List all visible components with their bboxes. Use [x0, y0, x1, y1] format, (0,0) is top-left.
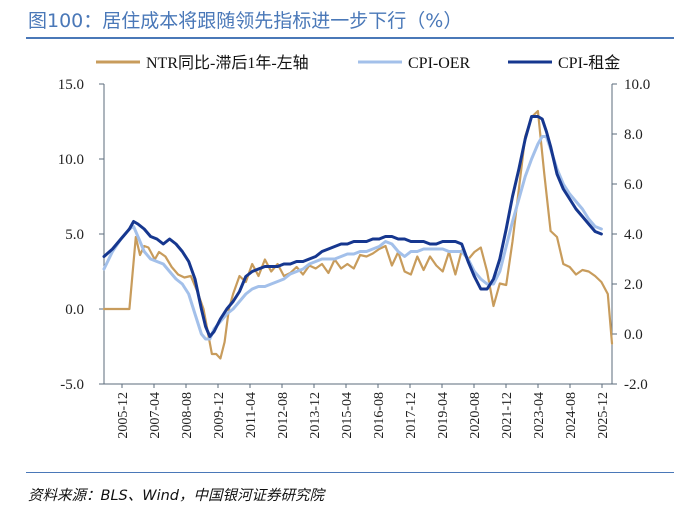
left-y-tick-label: 10.0 — [58, 152, 84, 168]
left-y-tick-label: -5.0 — [60, 377, 84, 393]
x-tick-label: 2008-08 — [180, 392, 195, 439]
legend-label-2: CPI-OER — [408, 55, 471, 72]
right-y-tick-label: 10.0 — [624, 77, 650, 93]
x-tick-label: 2020-08 — [468, 392, 483, 439]
title-divider — [26, 37, 674, 39]
x-tick-label: 2025-12 — [596, 392, 611, 439]
x-tick-label: 2021-12 — [500, 392, 515, 439]
x-tick-label: 2005-12 — [116, 392, 131, 439]
line-chart: -5.0 0.0 5.0 10.0 15.0 -2.0 0.0 2.0 4.0 6.0 8.0 10.… — [58, 54, 651, 439]
left-y-tick-label: 0.0 — [65, 302, 84, 318]
x-tick-label: 2023-04 — [532, 392, 547, 439]
x-tick-label: 2015-04 — [340, 392, 355, 439]
left-y-tick-label: 15.0 — [58, 77, 84, 93]
chart-title: 图100：居住成本将跟随领先指标进一步下行（%） — [28, 10, 463, 32]
right-y-tick-label: 4.0 — [624, 227, 643, 243]
x-tick-label: 2019-04 — [436, 392, 451, 439]
footer-divider — [26, 472, 674, 473]
chart-legend: NTR同比-滞后1年-左轴 CPI-OER CPI-租金 — [96, 54, 620, 72]
legend-label-1: NTR同比-滞后1年-左轴 — [146, 54, 309, 72]
right-y-tick-label: 0.0 — [624, 327, 643, 343]
x-tick-label: 2011-04 — [244, 392, 259, 438]
series-line-3 — [102, 115, 603, 338]
legend-label-3: CPI-租金 — [558, 54, 620, 72]
series-line-2 — [102, 135, 603, 341]
x-tick-label: 2013-12 — [308, 392, 323, 439]
source-note: 资料来源：BLS、Wind，中国银河证券研究院 — [28, 488, 324, 504]
series-layer — [102, 109, 614, 360]
right-y-tick-label: 8.0 — [624, 127, 643, 143]
left-y-tick-label: 5.0 — [65, 227, 84, 243]
right-y-tick-label: -2.0 — [624, 377, 648, 393]
x-tick-label: 2009-12 — [212, 392, 227, 439]
x-tick-label: 2017-12 — [404, 392, 419, 439]
right-y-tick-label: 6.0 — [624, 177, 643, 193]
right-y-tick-label: 2.0 — [624, 277, 643, 293]
x-tick-label: 2024-08 — [564, 392, 579, 439]
x-tick-label: 2007-04 — [148, 392, 163, 439]
x-tick-label: 2012-08 — [276, 392, 291, 439]
chart-axes: -5.0 0.0 5.0 10.0 15.0 -2.0 0.0 2.0 4.0 6.0 8.0 10.… — [58, 77, 651, 439]
x-tick-label: 2016-08 — [372, 392, 387, 439]
